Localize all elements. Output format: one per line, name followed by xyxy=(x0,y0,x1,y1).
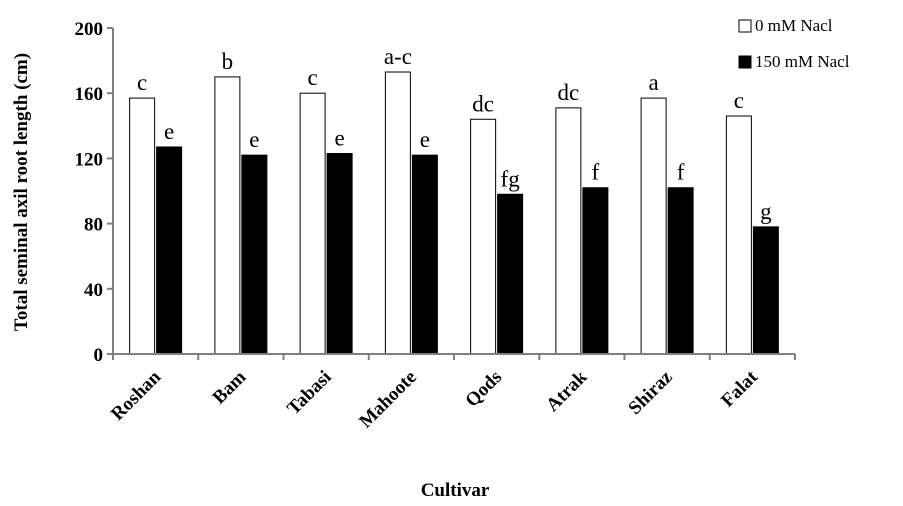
significance-letter: e xyxy=(335,126,345,151)
x-axis-label: Cultivar xyxy=(421,480,490,501)
legend-swatch-150mm xyxy=(738,55,752,69)
bar-150mm-atrak xyxy=(582,187,609,355)
y-tick-label: 160 xyxy=(75,84,104,105)
bar-0mm-shiraz xyxy=(640,97,667,355)
legend: 0 mM Nacl 150 mM Nacl xyxy=(738,16,850,71)
bar-150mm-falat xyxy=(752,226,779,355)
significance-letter: e xyxy=(249,127,259,152)
x-tick-label: Roshan xyxy=(107,366,165,424)
bar-0mm-bam xyxy=(214,76,241,355)
significance-letter: c xyxy=(308,65,318,90)
significance-letter: f xyxy=(592,160,600,185)
x-ticks: Roshan Bam Tabasi Mahoote Qods Atrak Shiraz Fal… xyxy=(107,366,762,432)
x-tick-label: Falat xyxy=(717,366,762,411)
bar-150mm-qods xyxy=(497,193,524,355)
bar-150mm-roshan xyxy=(156,146,183,355)
y-tick-label: 40 xyxy=(84,280,103,301)
x-tick-label: Qods xyxy=(461,367,506,412)
legend-label-0mm: 0 mM Nacl xyxy=(755,16,833,35)
significance-letter: dc xyxy=(558,80,580,105)
y-tick-label: 200 xyxy=(75,19,104,40)
y-tick-label: 120 xyxy=(75,149,104,170)
significance-letter: a xyxy=(649,70,659,95)
bar-150mm-bam xyxy=(241,154,268,355)
y-ticks: 0 40 80 120 160 200 xyxy=(75,19,796,366)
bar-150mm-tabasi xyxy=(326,153,353,355)
bar-0mm-roshan xyxy=(129,97,156,355)
x-tick-label: Tabasi xyxy=(283,367,335,419)
x-tick-label: Mahoote xyxy=(355,367,421,433)
significance-letter: fg xyxy=(501,166,521,191)
significance-letter: g xyxy=(760,199,772,224)
x-tick-label: Atrak xyxy=(542,366,591,415)
significance-letter: dc xyxy=(472,91,494,116)
significance-letter: e xyxy=(420,127,430,152)
legend-swatch-0mm xyxy=(738,19,752,33)
significance-letter: a-c xyxy=(384,44,412,69)
bar-0mm-qods xyxy=(470,118,497,355)
legend-label-150mm: 150 mM Nacl xyxy=(755,52,850,71)
bar-0mm-mahoote xyxy=(384,71,411,355)
x-tick-label: Shiraz xyxy=(624,366,677,419)
y-tick-label: 0 xyxy=(94,345,104,366)
bar-150mm-mahoote xyxy=(411,154,438,355)
significance-letter: c xyxy=(734,88,744,113)
significance-letter: c xyxy=(137,70,147,95)
x-tick-label: Bam xyxy=(209,367,251,409)
y-axis-label: Total seminal axil root length (cm) xyxy=(11,53,32,331)
y-tick-label: 80 xyxy=(84,215,103,236)
bars-layer xyxy=(129,71,779,355)
significance-letter: e xyxy=(164,119,174,144)
bar-0mm-falat xyxy=(725,115,752,355)
significance-letter: f xyxy=(677,160,685,185)
bar-150mm-shiraz xyxy=(667,187,694,355)
significance-letter: b xyxy=(222,49,234,74)
bar-0mm-atrak xyxy=(555,107,582,355)
bar-0mm-tabasi xyxy=(299,92,326,355)
